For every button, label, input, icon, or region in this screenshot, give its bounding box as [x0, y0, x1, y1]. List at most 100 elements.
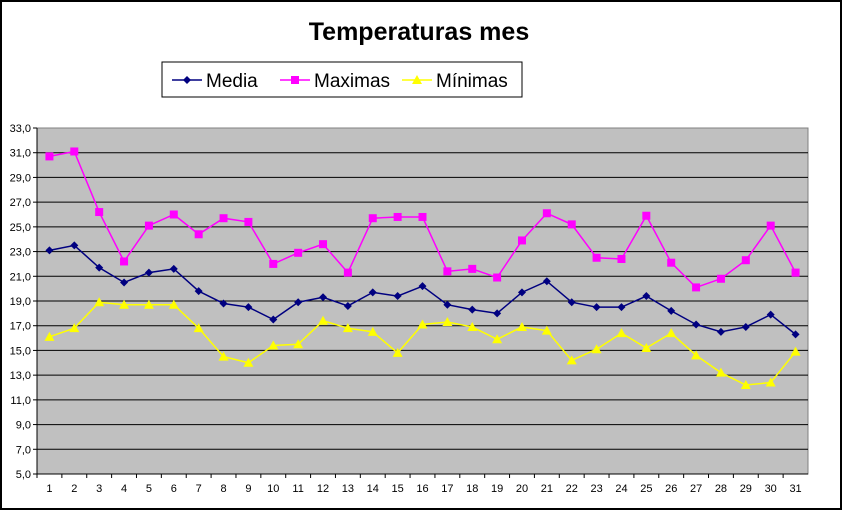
y-tick-label: 25,0: [10, 222, 31, 234]
x-tick-label: 16: [416, 483, 428, 495]
data-point-maximas: [642, 211, 651, 220]
x-tick-label: 8: [220, 483, 226, 495]
data-point-media: [741, 322, 750, 331]
data-point-minimas: [193, 323, 204, 333]
x-tick-label: 1: [46, 483, 52, 495]
x-tick-label: 20: [516, 483, 528, 495]
data-point-minimas: [268, 340, 279, 350]
data-point-maximas: [95, 208, 104, 217]
data-point-minimas: [541, 325, 552, 335]
data-point-maximas: [791, 268, 800, 277]
data-point-minimas: [641, 342, 652, 352]
data-point-media: [517, 288, 526, 297]
legend-marker-minimas: [412, 75, 422, 84]
data-point-minimas: [119, 299, 130, 309]
data-point-maximas: [617, 254, 626, 263]
data-point-media: [169, 264, 178, 273]
data-point-maximas: [70, 147, 79, 156]
data-point-media: [368, 288, 377, 297]
data-point-maximas: [592, 253, 601, 262]
data-point-media: [269, 315, 278, 324]
x-tick-label: 21: [541, 483, 553, 495]
y-tick-label: 9,0: [16, 420, 31, 432]
data-point-media: [194, 287, 203, 296]
data-point-maximas: [219, 214, 228, 223]
y-tick-label: 15,0: [10, 345, 31, 357]
x-tick-label: 14: [367, 483, 379, 495]
x-tick-label: 25: [640, 483, 652, 495]
data-point-media: [144, 268, 153, 277]
x-tick-label: 19: [491, 483, 503, 495]
data-point-minimas: [243, 357, 254, 367]
data-point-maximas: [194, 230, 203, 239]
legend-label-media: Media: [206, 71, 258, 92]
data-point-media: [592, 303, 601, 312]
data-point-minimas: [790, 346, 801, 356]
data-point-maximas: [319, 240, 328, 249]
data-point-minimas: [740, 380, 751, 390]
y-tick-label: 21,0: [10, 271, 31, 283]
data-point-media: [244, 303, 253, 312]
data-point-media: [617, 303, 626, 312]
data-point-media: [468, 305, 477, 314]
data-point-minimas: [69, 323, 80, 333]
data-point-maximas: [766, 221, 775, 230]
x-tick-label: 12: [317, 483, 329, 495]
x-tick-label: 15: [392, 483, 404, 495]
data-point-maximas: [418, 212, 427, 221]
legend-label-minimas: Mínimas: [436, 71, 508, 92]
data-point-minimas: [44, 331, 55, 341]
data-point-minimas: [715, 367, 726, 377]
x-tick-label: 10: [267, 483, 279, 495]
y-tick-label: 23,0: [10, 247, 31, 259]
data-point-media: [95, 263, 104, 272]
data-point-media: [667, 306, 676, 315]
legend-marker-media: [183, 76, 191, 84]
x-tick-label: 7: [196, 483, 202, 495]
data-point-media: [219, 299, 228, 308]
data-point-minimas: [616, 328, 627, 338]
x-tick-label: 17: [441, 483, 453, 495]
legend: [161, 61, 523, 98]
x-tick-label: 26: [665, 483, 677, 495]
x-tick-label: 5: [146, 483, 152, 495]
data-point-media: [343, 301, 352, 310]
x-tick-label: 2: [71, 483, 77, 495]
data-point-maximas: [120, 257, 129, 266]
data-point-minimas: [591, 344, 602, 354]
x-tick-label: 23: [590, 483, 602, 495]
data-point-minimas: [367, 326, 378, 336]
data-point-minimas: [293, 339, 304, 349]
x-tick-label: 22: [566, 483, 578, 495]
data-point-media: [45, 246, 54, 255]
data-point-maximas: [294, 248, 303, 257]
data-point-minimas: [94, 297, 105, 307]
data-point-maximas: [45, 152, 54, 161]
x-tick-label: 31: [789, 483, 801, 495]
data-point-media: [567, 298, 576, 307]
data-point-minimas: [342, 323, 353, 333]
data-point-media: [418, 282, 427, 291]
x-tick-label: 4: [121, 483, 127, 495]
data-point-minimas: [168, 299, 179, 309]
x-tick-label: 18: [466, 483, 478, 495]
x-tick-label: 13: [342, 483, 354, 495]
data-point-maximas: [368, 214, 377, 223]
y-tick-label: 13,0: [10, 370, 31, 382]
data-point-maximas: [542, 209, 551, 218]
data-point-media: [791, 330, 800, 339]
data-point-minimas: [143, 299, 154, 309]
data-point-maximas: [468, 264, 477, 273]
data-point-media: [443, 300, 452, 309]
data-point-minimas: [691, 350, 702, 360]
y-tick-label: 11,0: [10, 395, 31, 407]
x-tick-label: 11: [292, 483, 303, 495]
x-tick-label: 29: [740, 483, 752, 495]
data-point-minimas: [666, 328, 677, 338]
data-point-minimas: [442, 317, 453, 327]
data-point-media: [766, 310, 775, 319]
data-point-media: [716, 327, 725, 336]
data-point-maximas: [169, 210, 178, 219]
data-point-maximas: [269, 259, 278, 268]
